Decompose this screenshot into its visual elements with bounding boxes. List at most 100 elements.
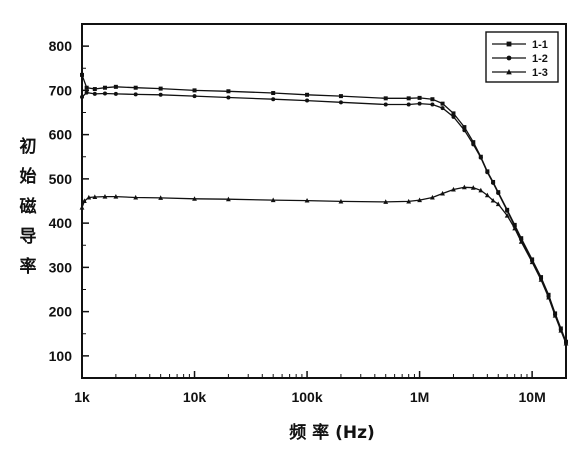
series-point xyxy=(383,199,389,204)
series-point xyxy=(491,180,496,185)
series-point xyxy=(478,155,483,160)
y-axis-title-text: 初始磁导率 xyxy=(20,136,37,277)
legend-label: 1-1 xyxy=(532,39,548,51)
series-point xyxy=(490,197,496,203)
legend-label: 1-2 xyxy=(532,53,548,65)
series-point xyxy=(478,187,484,193)
series-point xyxy=(102,85,107,90)
y-tick-label: 700 xyxy=(49,82,73,98)
series-point xyxy=(133,92,138,97)
series-point xyxy=(506,69,512,75)
series-layer xyxy=(79,72,569,346)
series-point xyxy=(538,277,544,282)
y-tick-label: 600 xyxy=(49,127,73,143)
series-point xyxy=(226,89,231,94)
series-1-2 xyxy=(80,90,568,345)
series-point xyxy=(383,102,388,107)
series-point xyxy=(271,91,276,96)
y-tick-label: 500 xyxy=(49,171,73,187)
series-point xyxy=(484,192,490,198)
series-1-3 xyxy=(79,184,569,346)
series-point xyxy=(417,197,422,203)
series-point xyxy=(383,96,388,101)
y-tick-label: 300 xyxy=(49,259,73,275)
series-point xyxy=(518,239,524,244)
series-point xyxy=(546,294,551,300)
series-point xyxy=(133,194,139,200)
y-tick-label: 100 xyxy=(49,348,73,364)
series-point xyxy=(102,91,107,96)
series-point xyxy=(304,197,310,203)
y-tick-label: 200 xyxy=(49,304,73,320)
series-point xyxy=(417,101,422,106)
series-point xyxy=(471,142,476,147)
series-point xyxy=(86,194,92,200)
series-point xyxy=(470,185,476,190)
series-line xyxy=(81,74,567,342)
series-point xyxy=(158,195,164,200)
series-point xyxy=(133,85,138,90)
series-point xyxy=(84,85,89,90)
series-point xyxy=(113,84,118,89)
series-point xyxy=(430,194,435,200)
series-point xyxy=(430,102,435,107)
series-point xyxy=(226,95,231,100)
series-point xyxy=(102,193,108,199)
series-point xyxy=(430,97,435,102)
x-tick-label: 1M xyxy=(410,389,429,405)
series-point xyxy=(338,100,343,105)
series-point xyxy=(305,98,310,103)
legend-box xyxy=(485,31,559,83)
series-point xyxy=(305,92,310,97)
series-point xyxy=(92,194,98,200)
series-point xyxy=(192,196,197,201)
series-point xyxy=(92,87,97,92)
series-point xyxy=(406,198,412,204)
legend: 1-1 1-2 1-3 xyxy=(485,31,559,83)
series-point xyxy=(461,184,467,190)
series-point xyxy=(505,208,510,213)
x-tick-label: 10M xyxy=(519,389,546,405)
series-point xyxy=(495,201,501,207)
y-axis-title-char: 率 xyxy=(20,256,37,277)
series-point xyxy=(558,328,564,333)
series-point xyxy=(158,92,163,97)
series-point xyxy=(440,190,445,196)
series-line xyxy=(81,186,567,344)
series-point xyxy=(506,55,512,61)
series-point xyxy=(462,125,467,130)
series-point xyxy=(338,198,344,204)
x-tick-label: 1k xyxy=(74,389,90,405)
series-point xyxy=(406,96,411,101)
series-point xyxy=(270,197,276,203)
legend-item-1-3: 1-3 xyxy=(492,67,548,79)
y-axis-title: 初始磁导率 xyxy=(20,136,37,277)
series-point xyxy=(226,196,231,202)
series-line xyxy=(81,91,567,343)
series-point xyxy=(113,193,119,199)
series-point xyxy=(92,91,97,96)
series-point xyxy=(506,41,512,47)
series-point xyxy=(271,97,276,102)
series-point xyxy=(158,86,163,91)
x-axis-title: 频 率 (Hz) xyxy=(289,422,375,443)
y-axis-title-char: 导 xyxy=(20,227,37,247)
series-point xyxy=(192,94,197,99)
series-point xyxy=(406,102,411,107)
x-tick-label: 10k xyxy=(183,389,207,405)
series-point xyxy=(471,140,476,145)
legend-label: 1-3 xyxy=(532,67,548,79)
series-point xyxy=(552,313,558,318)
series-point xyxy=(84,90,89,95)
series-point xyxy=(451,111,456,116)
series-point xyxy=(192,88,197,93)
x-tick-label: 100k xyxy=(291,389,322,405)
ticks-layer: 1k 10k 100k 1M 10M 100 200 300 400 500 600 700 800 xyxy=(49,38,567,405)
y-axis-title-char: 始 xyxy=(20,166,37,187)
series-point xyxy=(504,213,510,218)
series-1-1 xyxy=(80,72,568,344)
y-tick-label: 800 xyxy=(49,38,73,54)
series-point xyxy=(338,94,343,99)
series-point xyxy=(485,170,490,175)
